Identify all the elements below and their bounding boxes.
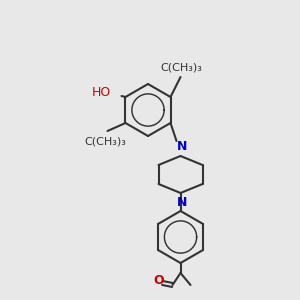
Text: N: N [177,140,188,153]
Text: C(CH₃)₃: C(CH₃)₃ [85,136,126,146]
Text: N: N [177,196,188,209]
Text: HO: HO [92,86,112,100]
Text: O: O [153,274,164,287]
Text: C(CH₃)₃: C(CH₃)₃ [160,62,202,72]
